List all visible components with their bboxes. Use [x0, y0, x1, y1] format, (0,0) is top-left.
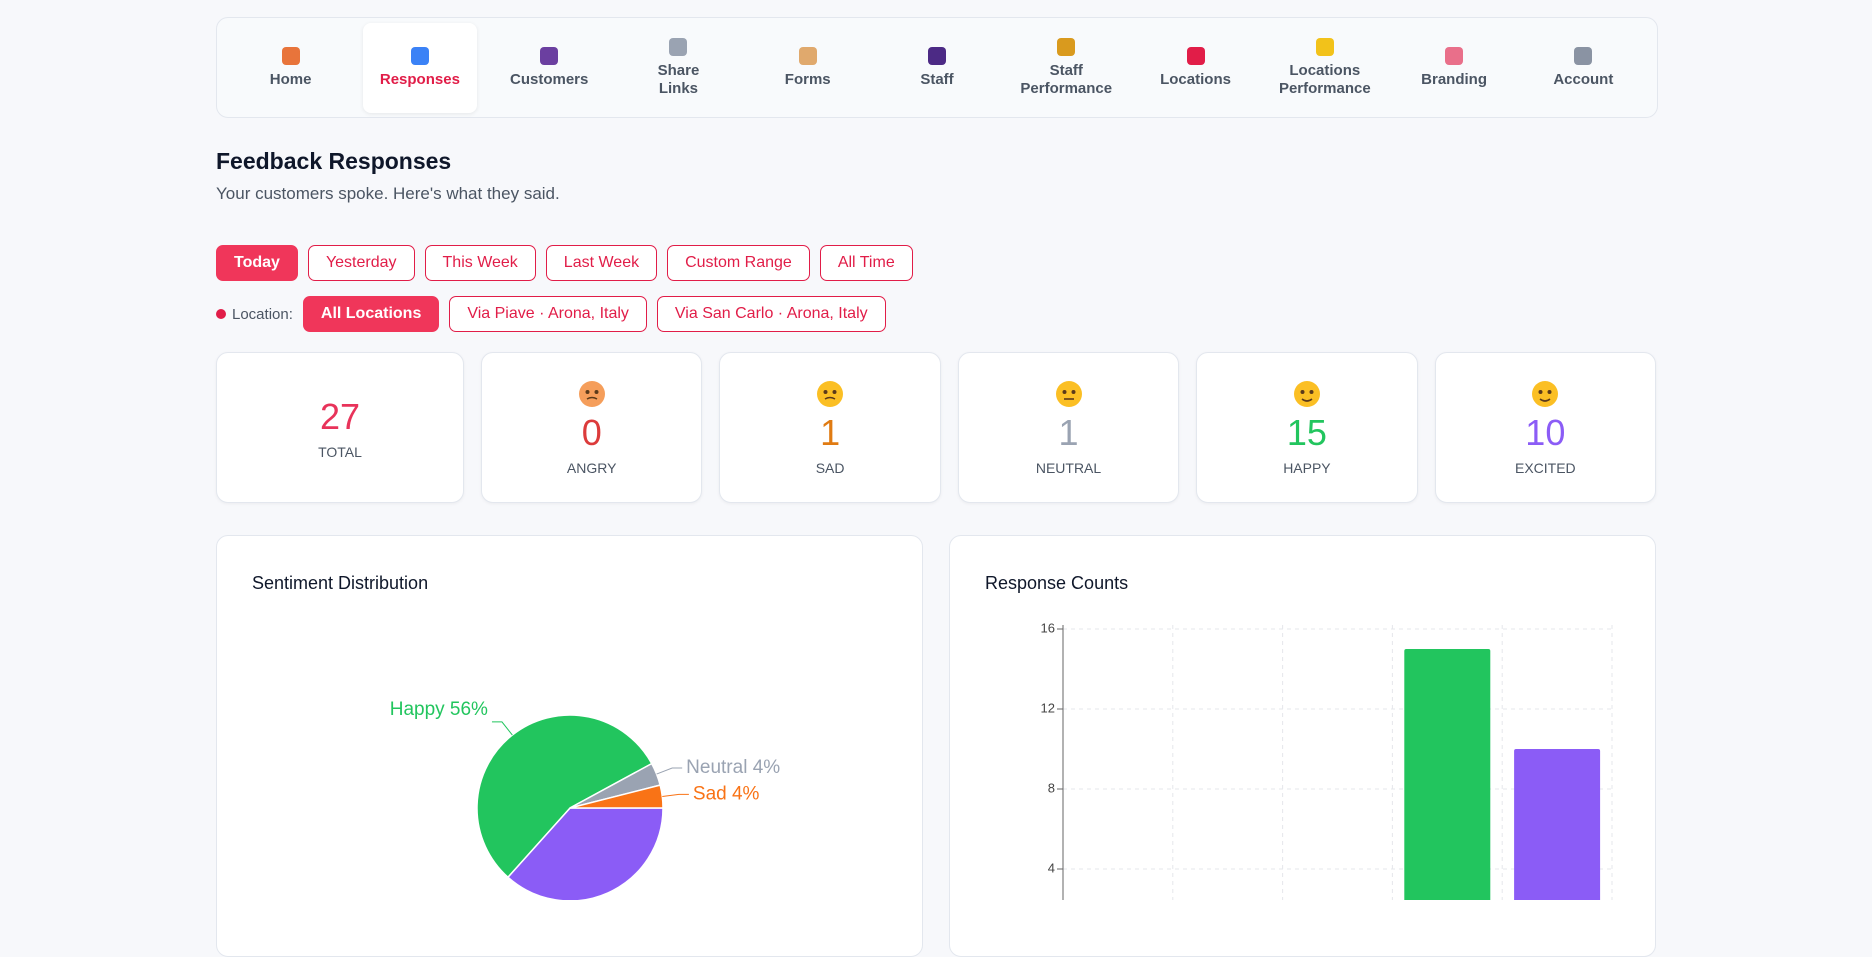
nav-icon [1315, 37, 1334, 56]
location-label: Location: [216, 306, 293, 323]
location-filter-button[interactable]: Via Piave · Arona, Italy [449, 296, 647, 332]
nav-item[interactable]: Forms [751, 23, 864, 113]
nav-icon [281, 46, 300, 65]
nav-bar: Home Responses Customers Share Links Forms St… [216, 17, 1658, 118]
emoji-icon [1293, 380, 1320, 407]
location-label-text: Location: [232, 305, 293, 323]
stat-value: 27 [319, 395, 361, 437]
stat-label: SAD [815, 459, 845, 476]
emoji-icon [817, 380, 844, 407]
stat-label: HAPPY [1283, 459, 1331, 476]
page: Home Responses Customers Share Links Forms St… [216, 17, 1658, 957]
stat-card: 1 SAD [719, 352, 941, 503]
date-filter-button[interactable]: This Week [424, 245, 536, 281]
nav-label: Share Links [657, 61, 700, 97]
stat-label: TOTAL [318, 443, 362, 460]
stat-card: 27 TOTAL [216, 352, 464, 503]
nav-label: Account [1553, 70, 1614, 88]
nav-icon [669, 37, 688, 56]
location-filter-button[interactable]: Via San Carlo · Arona, Italy [656, 296, 886, 332]
stat-card: 0 ANGRY [481, 352, 703, 503]
nav-label: Locations [1160, 70, 1231, 88]
stat-card: 10 EXCITED [1434, 352, 1657, 503]
nav-label: Forms [784, 70, 831, 88]
nav-label: Responses [379, 70, 460, 88]
date-filter-button[interactable]: All Time [819, 245, 913, 281]
nav-label: Home [269, 70, 312, 88]
nav-icon [410, 46, 429, 65]
nav-item[interactable]: Responses [363, 22, 477, 113]
stat-card: 1 NEUTRAL [957, 352, 1180, 503]
nav-item[interactable]: Branding [1397, 23, 1510, 113]
nav-item[interactable]: Home [234, 23, 347, 113]
nav-icon [798, 46, 817, 65]
nav-label: Locations Performance [1278, 61, 1371, 97]
page-title: Feedback Responses [216, 148, 452, 174]
nav-icon [927, 46, 946, 65]
chart-card [216, 535, 923, 957]
date-filter-button[interactable]: Today [216, 245, 298, 281]
stat-label: ANGRY [566, 459, 617, 476]
stat-card: 15 HAPPY [1196, 352, 1418, 503]
chart-card [949, 535, 1656, 957]
nav-icon [540, 46, 559, 65]
stat-label: NEUTRAL [1035, 459, 1102, 476]
emoji-icon [1055, 380, 1082, 407]
nav-icon [1574, 46, 1593, 65]
pin-icon [216, 309, 226, 319]
page-subtitle: Your customers spoke. Here's what they s… [216, 184, 560, 203]
nav-item[interactable]: Customers [493, 23, 606, 113]
stat-value: 10 [1525, 411, 1566, 453]
date-filter-button[interactable]: Yesterday [307, 245, 415, 281]
emoji-icon [578, 380, 605, 407]
stat-cards: 27 TOTAL 0 ANGRY 1 SAD 1 NEUTRAL 15 HAPPY 10 EXCITE… [216, 352, 1657, 503]
nav-item[interactable]: Staff Performance [1010, 23, 1123, 113]
stat-value: 0 [581, 411, 602, 453]
nav-item[interactable]: Locations [1139, 23, 1252, 113]
stat-label: EXCITED [1514, 459, 1576, 476]
nav-icon [1445, 46, 1464, 65]
stat-value: 15 [1286, 411, 1327, 453]
nav-label: Staff Performance [1020, 61, 1113, 97]
location-filters: Location: All Locations Via Piave · Arona… [216, 296, 886, 332]
nav-item[interactable]: Locations Performance [1268, 23, 1381, 113]
emoji-icon [1532, 380, 1559, 407]
stat-value: 1 [1058, 411, 1079, 453]
nav-label: Staff [920, 70, 954, 88]
date-filter-button[interactable]: Last Week [545, 245, 658, 281]
nav-item[interactable]: Account [1527, 23, 1640, 113]
nav-item[interactable]: Share Links [622, 23, 735, 113]
date-filters: Today Yesterday This Week Last Week Custom R… [216, 245, 913, 281]
location-filter-button[interactable]: All Locations [302, 296, 440, 332]
nav-label: Customers [509, 70, 589, 88]
nav-label: Branding [1421, 70, 1487, 88]
nav-icon [1186, 46, 1205, 65]
nav-item[interactable]: Staff [880, 23, 993, 113]
nav-icon [1057, 37, 1076, 56]
date-filter-button[interactable]: Custom Range [667, 245, 810, 281]
stat-value: 1 [820, 411, 841, 453]
